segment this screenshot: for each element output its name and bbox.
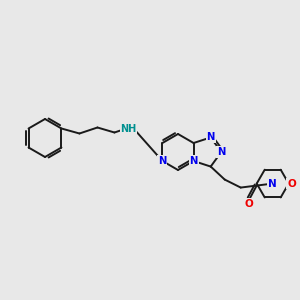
Text: O: O <box>287 178 296 189</box>
Text: N: N <box>217 147 226 157</box>
Text: N: N <box>206 132 215 142</box>
Text: N: N <box>268 178 277 189</box>
Text: NH: NH <box>120 124 136 134</box>
Text: N: N <box>158 156 166 166</box>
Text: N: N <box>189 156 198 166</box>
Text: O: O <box>244 199 253 208</box>
